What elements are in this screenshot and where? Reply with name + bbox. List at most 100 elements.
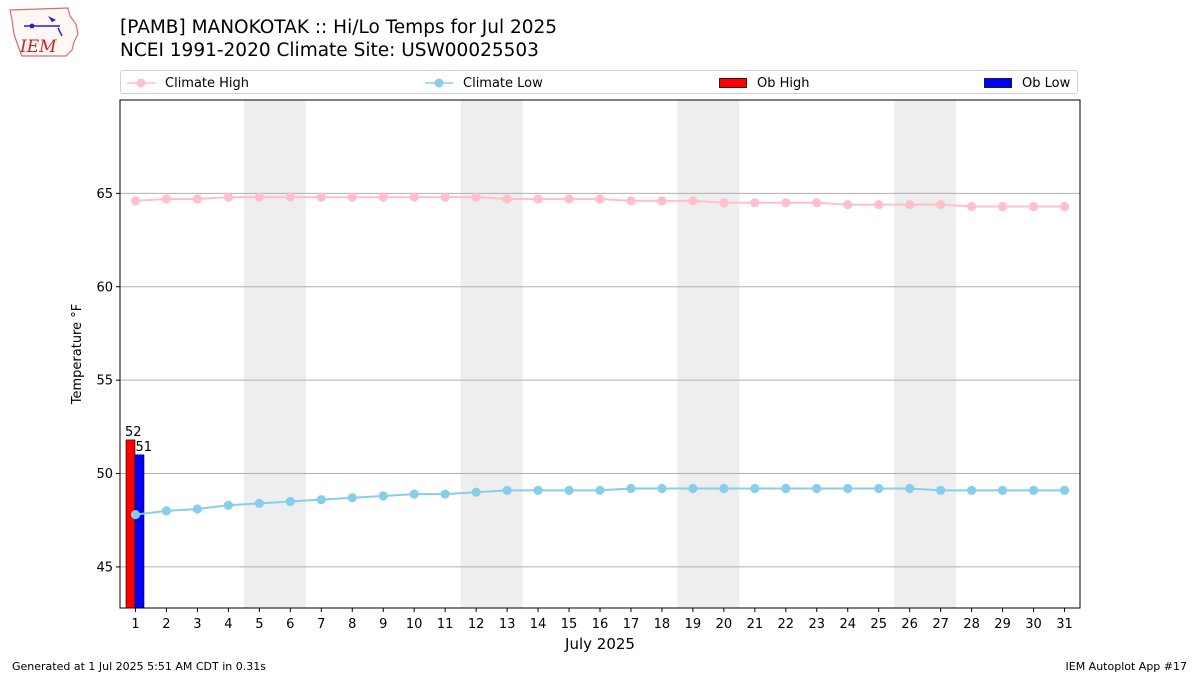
- x-tick-label-27: 27: [932, 617, 949, 632]
- x-tick-label-3: 3: [193, 617, 201, 632]
- point-climate-low-31: [1059, 485, 1070, 495]
- point-climate-high-9: [378, 192, 388, 202]
- x-tick-label-12: 12: [468, 617, 485, 632]
- x-tick-label-29: 29: [994, 617, 1011, 632]
- y-tick-label-50: 50: [96, 467, 113, 482]
- point-climate-low-16: [595, 485, 605, 495]
- point-climate-high-18: [657, 196, 667, 206]
- point-climate-high-16: [595, 194, 605, 204]
- x-axis-label: July 2025: [564, 635, 635, 653]
- point-climate-high-28: [967, 201, 977, 212]
- series-line-climate-low: [135, 487, 1065, 516]
- point-climate-low-21: [750, 483, 760, 494]
- legend-swatch-climate-low: [425, 78, 453, 88]
- x-tick-label-31: 31: [1056, 617, 1073, 632]
- point-climate-high-2: [161, 194, 172, 204]
- legend-item-ob-high: Ob High: [719, 74, 810, 92]
- weekend-band-3: [894, 100, 957, 608]
- legend-item-climate-high: Climate High: [127, 74, 249, 92]
- point-climate-low-3: [192, 504, 203, 514]
- x-tick-label-4: 4: [224, 617, 232, 632]
- legend-label-ob-low: Ob Low: [1022, 75, 1071, 91]
- point-climate-high-13: [502, 194, 512, 204]
- footer-app-text: IEM Autoplot App #17: [1065, 660, 1188, 673]
- point-climate-high-11: [440, 192, 450, 202]
- point-climate-high-27: [936, 199, 946, 210]
- point-climate-low-4: [223, 500, 233, 510]
- legend-label-climate-low: Climate Low: [463, 75, 543, 91]
- weekend-band-2: [677, 100, 740, 608]
- point-climate-high-15: [564, 194, 574, 204]
- x-tick-label-2: 2: [162, 617, 170, 632]
- point-climate-high-31: [1059, 201, 1070, 212]
- chart-legend: Climate High Climate Low Ob High Ob Low: [120, 70, 1078, 94]
- point-climate-low-28: [967, 485, 977, 495]
- x-tick-label-26: 26: [901, 617, 918, 632]
- point-climate-high-25: [874, 199, 884, 210]
- x-tick-label-21: 21: [747, 617, 764, 632]
- x-tick-label-6: 6: [286, 617, 294, 632]
- x-tick-label-28: 28: [963, 617, 980, 632]
- y-axis-label: Temperature °F: [70, 304, 85, 405]
- x-tick-label-20: 20: [716, 617, 733, 632]
- point-climate-high-3: [192, 194, 203, 204]
- series-line-climate-high: [135, 196, 1065, 208]
- point-climate-low-20: [719, 483, 729, 494]
- x-tick-label-23: 23: [809, 617, 826, 632]
- y-tick-label-60: 60: [96, 280, 113, 295]
- chart-subtitle: NCEI 1991-2020 Climate Site: USW00025503: [120, 40, 539, 61]
- bar-ob-low-1: [134, 454, 145, 609]
- point-climate-high-22: [781, 198, 791, 208]
- x-tick-label-10: 10: [406, 617, 423, 632]
- point-climate-low-24: [843, 483, 853, 494]
- point-climate-low-1: [130, 510, 141, 520]
- point-climate-high-23: [812, 198, 822, 208]
- point-climate-low-19: [688, 483, 698, 494]
- point-climate-high-14: [533, 194, 543, 204]
- weekend-shading: [243, 100, 957, 608]
- point-climate-low-15: [564, 485, 574, 495]
- chart-title: [PAMB] MANOKOTAK :: Hi/Lo Temps for Jul …: [120, 17, 558, 38]
- point-climate-low-5: [254, 498, 264, 509]
- data-label-ob-low-1: 51: [135, 440, 152, 455]
- point-climate-high-30: [1028, 201, 1039, 212]
- iowa-state-outline-icon: [9, 7, 79, 57]
- point-climate-high-19: [688, 196, 698, 206]
- point-climate-high-7: [316, 192, 326, 202]
- point-climate-high-29: [997, 201, 1008, 212]
- legend-item-ob-low: Ob Low: [984, 74, 1070, 92]
- point-climate-high-1: [130, 196, 141, 206]
- point-climate-high-5: [254, 192, 264, 202]
- legend-label-climate-high: Climate High: [165, 75, 250, 91]
- point-climate-low-22: [781, 483, 791, 494]
- x-tick-label-18: 18: [654, 617, 671, 632]
- point-climate-high-8: [347, 192, 357, 202]
- point-climate-high-4: [223, 192, 233, 202]
- y-tick-label-45: 45: [96, 560, 113, 575]
- point-climate-high-10: [409, 192, 419, 202]
- point-climate-low-12: [471, 487, 481, 497]
- x-tick-label-8: 8: [348, 617, 356, 632]
- point-climate-low-13: [502, 485, 512, 495]
- point-climate-high-17: [626, 196, 636, 206]
- y-gridlines: [120, 192, 1080, 568]
- x-tick-label-19: 19: [685, 617, 702, 632]
- x-tick-label-22: 22: [778, 617, 795, 632]
- point-climate-low-30: [1028, 485, 1039, 495]
- x-tick-label-25: 25: [870, 617, 887, 632]
- x-tick-label-14: 14: [530, 617, 547, 632]
- point-climate-low-14: [533, 485, 543, 495]
- point-climate-low-18: [657, 483, 667, 494]
- point-climate-low-10: [409, 489, 419, 499]
- x-tick-label-24: 24: [839, 617, 856, 632]
- point-climate-high-26: [905, 199, 915, 210]
- point-climate-high-20: [719, 198, 729, 208]
- footer-generated-text: Generated at 1 Jul 2025 5:51 AM CDT in 0…: [12, 660, 266, 673]
- x-tick-label-15: 15: [561, 617, 578, 632]
- legend-label-ob-high: Ob High: [757, 75, 810, 91]
- x-tick-label-11: 11: [437, 617, 454, 632]
- iem-logo: IEM: [9, 7, 79, 57]
- x-tick-label-13: 13: [499, 617, 516, 632]
